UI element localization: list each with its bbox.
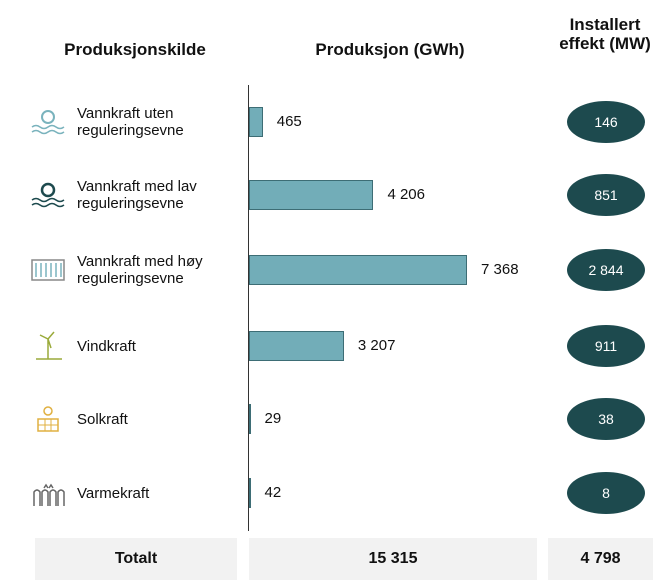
total-production: 15 315 xyxy=(249,538,537,580)
value-label: 7 368 xyxy=(481,261,519,278)
icon xyxy=(28,255,68,285)
icon-graphic xyxy=(31,259,65,281)
icon xyxy=(28,180,68,210)
value-label: 42 xyxy=(264,484,282,501)
axis-line xyxy=(248,85,249,531)
category-label: Vindkraft xyxy=(77,337,136,355)
category-label: Vannkraft med lav reguleringsevne xyxy=(77,178,197,212)
column-header: Produksjon (GWh) xyxy=(315,40,465,59)
capacity-oval: 8 xyxy=(567,472,645,514)
icon xyxy=(28,478,68,508)
bar xyxy=(249,107,263,137)
category-label: Varmekraft xyxy=(77,484,150,502)
capacity-oval: 911 xyxy=(567,325,645,367)
icon xyxy=(28,331,68,361)
category-label: Vannkraft uten reguleringsevne xyxy=(77,105,184,139)
bar xyxy=(249,404,251,434)
icon-graphic xyxy=(37,406,59,432)
capacity-oval: 2 844 xyxy=(567,249,645,291)
bar xyxy=(249,180,374,210)
icon xyxy=(28,107,68,137)
icon-graphic xyxy=(31,182,65,208)
icon-graphic xyxy=(31,110,65,135)
icon-graphic xyxy=(36,331,62,360)
capacity-oval: 146 xyxy=(567,101,645,143)
value-label: 4 206 xyxy=(387,186,425,203)
category-label: Vannkraft med høy reguleringsevne xyxy=(77,253,203,287)
capacity-oval: 38 xyxy=(567,398,645,440)
column-header: Installert effekt (MW) xyxy=(559,15,651,53)
icon-graphic xyxy=(33,483,65,506)
total-label: Totalt xyxy=(35,538,237,580)
bar xyxy=(249,255,467,285)
value-label: 465 xyxy=(276,113,302,130)
total-capacity: 4 798 xyxy=(548,538,653,580)
icon xyxy=(28,404,68,434)
value-label: 29 xyxy=(264,410,282,427)
column-header: Produksjonskilde xyxy=(64,40,206,59)
bar xyxy=(249,331,344,361)
value-label: 3 207 xyxy=(357,337,396,354)
bar xyxy=(249,478,251,508)
capacity-oval: 851 xyxy=(567,174,645,216)
category-label: Solkraft xyxy=(77,410,128,428)
